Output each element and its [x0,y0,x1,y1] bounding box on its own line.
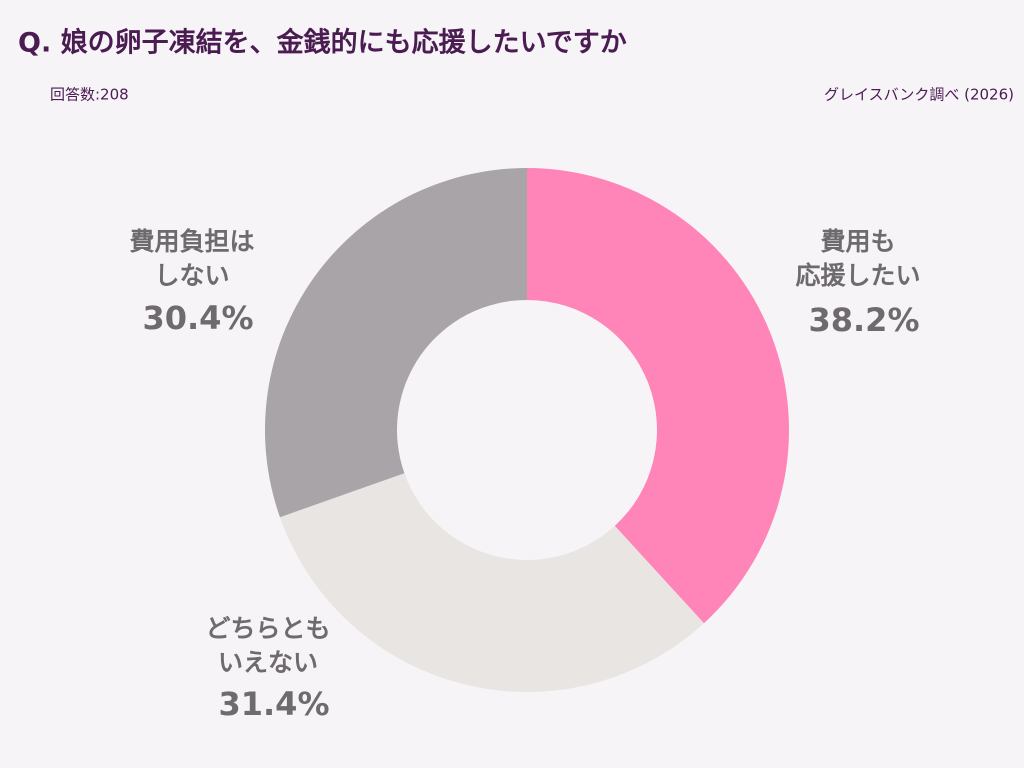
category-label: 費用負担は [128,227,254,256]
source: グレイスバンク調べ (2026) [824,86,1014,104]
value-label: 31.4% [218,685,329,723]
value-label: 38.2% [808,301,919,339]
category-label: どちらとも [205,614,330,643]
category-label: いえない [218,648,318,677]
category-label: 費用も [819,227,895,256]
chart-title: Q. 娘の卵子凍結を、金銭的にも応援したいですか [18,27,627,59]
value-label: 30.4% [142,299,253,337]
category-label: しない [154,261,229,290]
donut-slice [265,168,527,518]
subtitle: 回答数:208 [50,86,129,104]
donut-slice [527,168,789,624]
category-label: 応援したい [795,261,920,290]
donut-slice [279,473,704,692]
